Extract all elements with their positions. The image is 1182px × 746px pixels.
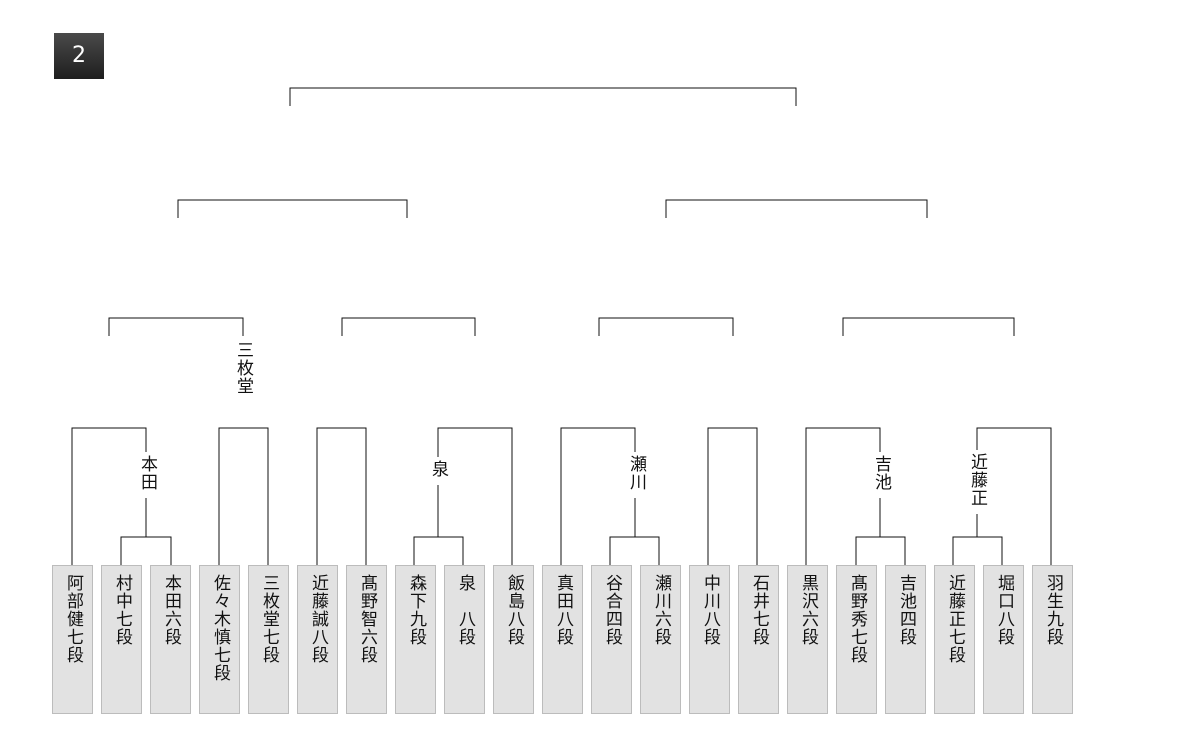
player-name: 羽生九段: [1043, 574, 1063, 646]
match-line-r4-a: [177, 199, 408, 218]
player-name: 飯島八段: [504, 574, 524, 646]
match-line-izumi-iijima: [437, 427, 513, 565]
match-line-r4-b: [665, 199, 928, 218]
player-name: 谷合四段: [602, 574, 622, 646]
winner-label-izumi: 泉: [427, 457, 448, 485]
player-name: 堀口八段: [994, 574, 1014, 646]
player-name: 瀬川六段: [651, 574, 671, 646]
match-line-morishita-izumi: [413, 536, 464, 565]
player-name: 三枚堂七段: [259, 574, 279, 664]
player-box-morishita: 森下九段: [395, 565, 436, 714]
player-box-iijima: 飯島八段: [493, 565, 534, 714]
match-line-nakagawa-ishii: [707, 427, 758, 565]
player-name: 佐々木慎七段: [210, 574, 230, 682]
player-name: 近藤正七段: [945, 574, 965, 664]
match-line-kondo-takano: [316, 427, 367, 565]
player-box-kondo-makoto: 近藤誠八段: [297, 565, 338, 714]
winner-label-sanmaido: 三枚堂: [232, 338, 253, 402]
player-name: 髙野智六段: [357, 574, 377, 664]
winner-label-kondo: 近藤正: [966, 450, 987, 514]
match-line-r3-a: [108, 317, 244, 336]
match-line-r3-c: [598, 317, 734, 336]
player-name: 森下九段: [406, 574, 426, 646]
player-box-yoshiike: 吉池四段: [885, 565, 926, 714]
player-box-murana: 村中七段: [101, 565, 142, 714]
player-name: 阿部健七段: [63, 574, 83, 664]
player-name: 吉池四段: [896, 574, 916, 646]
bracket-number-badge: 2: [54, 33, 104, 79]
match-line-abe-honda: [71, 427, 147, 565]
match-line-kurosawa-yoshiike: [805, 427, 881, 565]
match-line-r3-b: [341, 317, 476, 336]
match-line-takano-yoshiike: [855, 536, 906, 565]
player-box-sasaki: 佐々木慎七段: [199, 565, 240, 714]
player-box-takano-hide: 髙野秀七段: [836, 565, 877, 714]
match-line-kondo-horiguchi: [952, 536, 1003, 565]
player-box-sanada: 真田八段: [542, 565, 583, 714]
player-name: 泉 八段: [455, 574, 475, 646]
player-box-taniai: 谷合四段: [591, 565, 632, 714]
player-box-kondo-tadashi: 近藤正七段: [934, 565, 975, 714]
player-name: 本田六段: [161, 574, 181, 646]
match-line-kondo-habu: [976, 427, 1052, 565]
player-box-honda: 本田六段: [150, 565, 191, 714]
player-box-segawa: 瀬川六段: [640, 565, 681, 714]
player-box-sanmaido: 三枚堂七段: [248, 565, 289, 714]
match-line-murana-honda: [120, 536, 172, 565]
player-name: 石井七段: [749, 574, 769, 646]
winner-label-honda: 本田: [136, 452, 157, 498]
match-line-r3-d: [842, 317, 1015, 336]
match-line-taniai-segawa: [609, 536, 660, 565]
player-name: 近藤誠八段: [308, 574, 328, 664]
winner-label-segawa: 瀬川: [625, 452, 646, 498]
player-name: 真田八段: [553, 574, 573, 646]
player-name: 黒沢六段: [798, 574, 818, 646]
player-box-ishii: 石井七段: [738, 565, 779, 714]
match-line-sanada-segawa: [560, 427, 636, 565]
match-line-final: [289, 87, 797, 106]
player-box-abe: 阿部健七段: [52, 565, 93, 714]
player-name: 中川八段: [700, 574, 720, 646]
player-box-horiguchi: 堀口八段: [983, 565, 1024, 714]
player-box-nakagawa: 中川八段: [689, 565, 730, 714]
player-box-kurosawa: 黒沢六段: [787, 565, 828, 714]
player-box-takano-satoshi: 髙野智六段: [346, 565, 387, 714]
player-name: 髙野秀七段: [847, 574, 867, 664]
player-name: 村中七段: [112, 574, 132, 646]
player-box-izumi: 泉 八段: [444, 565, 485, 714]
winner-label-yoshiike: 吉池: [870, 452, 891, 498]
player-box-habu: 羽生九段: [1032, 565, 1073, 714]
match-line-sasaki-sanmaido: [218, 427, 269, 565]
